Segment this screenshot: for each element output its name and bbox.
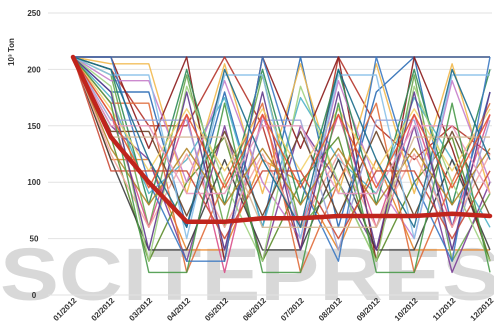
series-line-24 [72, 56, 491, 251]
series-line-16 [72, 56, 491, 229]
watermark-text: SCITEPRESS [0, 233, 494, 316]
y-tick-label: 150 [27, 122, 41, 131]
series-line-13 [72, 56, 491, 274]
series-line-7 [72, 56, 491, 195]
series-line-14 [72, 56, 491, 206]
y-axis-label: 10³ Ton [7, 38, 16, 66]
y-tick-label: 100 [27, 178, 41, 187]
series-line-20 [73, 56, 491, 262]
y-tick-labels: 0 50 100 150 200 250 [27, 9, 41, 300]
series-lines [72, 56, 491, 274]
series-line-23 [72, 56, 491, 206]
y-tick-label: 200 [27, 65, 41, 74]
y-tick-label: 50 [30, 235, 39, 244]
series-line-9 [73, 56, 491, 262]
y-tick-label: 250 [27, 9, 41, 18]
series-line-28 [72, 56, 491, 229]
highlight-line [70, 54, 493, 224]
series-line-22 [72, 56, 490, 240]
series-line-3 [72, 56, 491, 229]
highlight-series [70, 54, 493, 224]
watermark: SCITEPRESS [0, 233, 494, 316]
series-line-26 [72, 56, 491, 274]
y-tick-label: 0 [32, 291, 37, 300]
series-line-10 [72, 56, 491, 262]
series-line-27 [72, 56, 490, 229]
